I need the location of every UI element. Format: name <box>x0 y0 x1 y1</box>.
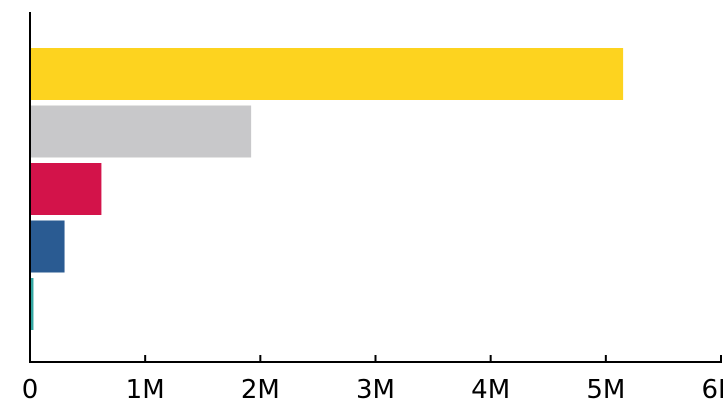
x-ticks-group: 0 1M 2M 3M 4M 5M 6M <box>22 355 723 404</box>
bars-group <box>30 48 624 330</box>
x-tick-label: 6M <box>702 375 723 404</box>
bar-2 <box>30 105 252 158</box>
x-tick-label: 2M <box>241 375 280 404</box>
bar-4 <box>30 220 65 273</box>
x-tick-label: 1M <box>126 375 165 404</box>
bar-5 <box>30 278 34 330</box>
bar-1 <box>30 48 624 100</box>
x-tick-label: 5M <box>586 375 625 404</box>
x-tick-label: 3M <box>356 375 395 404</box>
bar-3 <box>30 163 102 215</box>
x-tick-label: 4M <box>471 375 510 404</box>
x-tick-label: 0 <box>22 375 39 404</box>
